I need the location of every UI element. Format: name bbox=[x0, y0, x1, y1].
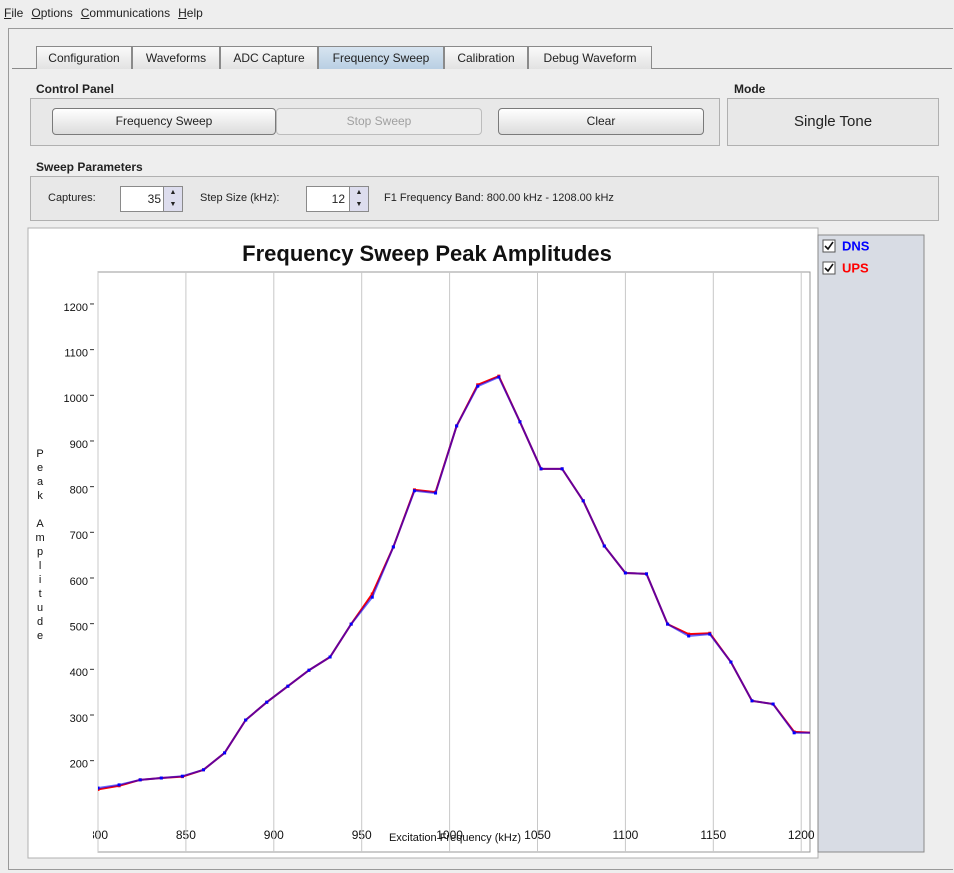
data-point bbox=[138, 778, 142, 782]
y-tick-label: 600 bbox=[70, 576, 88, 588]
section-title: Control Panel bbox=[36, 82, 115, 96]
tab[interactable]: ADC Capture bbox=[220, 46, 318, 69]
tab[interactable]: Calibration bbox=[444, 46, 528, 69]
legend-checkbox bbox=[822, 261, 836, 275]
tab-selected[interactable]: Frequency Sweep bbox=[318, 46, 444, 69]
menu-item[interactable]: Help bbox=[178, 6, 203, 20]
y-tick-label: 800 bbox=[70, 485, 88, 497]
menu-item[interactable]: File bbox=[4, 6, 24, 20]
y-tick-label: 1200 bbox=[64, 302, 88, 314]
field-label: Captures: bbox=[48, 192, 96, 204]
section-title: Mode bbox=[734, 82, 766, 96]
menu-item[interactable]: Options bbox=[31, 6, 73, 20]
y-tick-label: 300 bbox=[70, 713, 88, 725]
data-point bbox=[560, 467, 564, 471]
data-point bbox=[265, 700, 269, 704]
data-point bbox=[518, 420, 522, 424]
plot bbox=[98, 374, 810, 791]
data-point bbox=[307, 668, 311, 672]
field-label: Step Size (kHz): bbox=[200, 192, 280, 204]
data-point bbox=[792, 731, 796, 735]
data-point bbox=[244, 718, 248, 722]
mode-display: Single Tone bbox=[727, 98, 939, 146]
data-point bbox=[159, 776, 163, 780]
data-point bbox=[687, 634, 691, 638]
spinner-input[interactable]: 35 bbox=[120, 186, 166, 212]
data-point bbox=[729, 660, 733, 664]
data-point bbox=[223, 751, 227, 755]
data-point bbox=[539, 467, 543, 471]
data-point bbox=[581, 499, 585, 503]
data-point bbox=[117, 783, 121, 787]
section-title: Sweep Parameters bbox=[36, 160, 143, 174]
data-point bbox=[286, 684, 290, 688]
spinner-arrows[interactable]: ▲ ▼ bbox=[163, 186, 183, 212]
data-point bbox=[666, 622, 670, 626]
data-point bbox=[201, 768, 205, 772]
y-tick-label: 700 bbox=[70, 530, 88, 542]
data-point bbox=[687, 632, 691, 636]
tab[interactable]: Configuration bbox=[36, 46, 132, 69]
spinner-arrows[interactable]: ▲ ▼ bbox=[349, 186, 369, 212]
tab[interactable]: Waveforms bbox=[132, 46, 220, 69]
data-point bbox=[455, 424, 459, 428]
button-disabled: Stop Sweep bbox=[276, 108, 482, 135]
data-point bbox=[370, 595, 374, 599]
chart-title: Frequency Sweep Peak Amplitudes bbox=[242, 241, 612, 266]
legend-checkbox bbox=[822, 239, 836, 253]
data-point bbox=[434, 491, 438, 495]
y-tick-label: 900 bbox=[70, 439, 88, 451]
data-point bbox=[771, 702, 775, 706]
data-point bbox=[476, 384, 480, 388]
data-point bbox=[98, 786, 100, 790]
legend-check bbox=[824, 241, 834, 251]
data-point bbox=[328, 655, 332, 659]
y-tick-label: 400 bbox=[70, 667, 88, 679]
x-axis-label: Excitation Frequency (kHz) bbox=[389, 832, 521, 844]
button[interactable]: Frequency Sweep bbox=[52, 108, 276, 135]
button[interactable]: Clear bbox=[498, 108, 704, 135]
info-text: F1 Frequency Band: 800.00 kHz - 1208.00 … bbox=[384, 192, 614, 204]
data-point bbox=[602, 544, 606, 548]
spinner-input[interactable]: 12 bbox=[306, 186, 350, 212]
y-tick-label: 1100 bbox=[64, 348, 88, 360]
main-frame bbox=[8, 28, 953, 870]
legend-label: UPS bbox=[842, 260, 869, 275]
data-point bbox=[750, 699, 754, 703]
menu-bar: File Options Communications Help bbox=[4, 6, 211, 20]
legend-check bbox=[824, 263, 834, 273]
data-point bbox=[623, 571, 627, 575]
data-point bbox=[645, 572, 649, 576]
data-point bbox=[370, 592, 374, 596]
y-tick-label: 1000 bbox=[64, 393, 88, 405]
data-point bbox=[497, 375, 501, 379]
data-point bbox=[391, 545, 395, 549]
x-tick-label: 800 bbox=[88, 828, 108, 842]
menu-item[interactable]: Communications bbox=[80, 6, 171, 20]
y-tick-label: 200 bbox=[70, 759, 88, 771]
data-point bbox=[708, 632, 712, 636]
data-point bbox=[349, 622, 353, 626]
data-point bbox=[412, 489, 416, 493]
data-point bbox=[180, 774, 184, 778]
tab[interactable]: Debug Waveform bbox=[528, 46, 652, 69]
chart-background bbox=[27, 227, 819, 859]
y-axis-label: Peak Amplitude bbox=[34, 448, 46, 644]
y-tick-label: 500 bbox=[70, 622, 88, 634]
legend-panel bbox=[817, 234, 925, 853]
legend-label: DNS bbox=[842, 238, 870, 253]
